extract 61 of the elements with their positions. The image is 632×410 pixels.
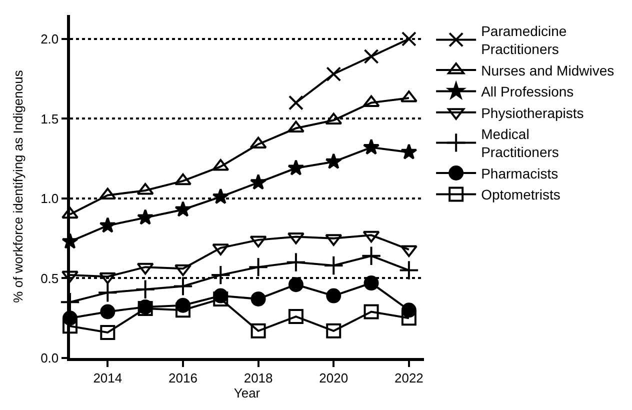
x-tick-label: 2016 — [168, 370, 198, 386]
point — [361, 246, 382, 266]
legend-label: Nurses and Midwives — [481, 62, 614, 78]
point — [248, 256, 268, 278]
y-tick-label: 1.0 — [40, 191, 59, 206]
point — [250, 174, 267, 190]
legend-label: All Professions — [481, 84, 574, 100]
point — [213, 291, 228, 306]
y-tick-label: 1.5 — [40, 111, 59, 126]
legend-label: Pharmacists — [481, 165, 558, 182]
point — [212, 188, 229, 204]
point — [62, 318, 78, 334]
legend-label: Physiotherapists — [481, 104, 584, 121]
point — [135, 279, 156, 300]
point — [326, 288, 342, 304]
point — [174, 200, 192, 217]
x-tick-label: 2014 — [93, 370, 122, 386]
legend-label: Optometrists — [481, 186, 560, 203]
point — [364, 48, 379, 64]
y-tick-label: 2.0 — [40, 31, 59, 46]
y-axis-title: % of workforce identifying as Indigenous — [10, 70, 26, 303]
point — [60, 292, 80, 312]
point — [250, 323, 266, 338]
point — [99, 188, 116, 200]
point — [400, 144, 418, 160]
point — [288, 159, 304, 176]
legend-label: Medical Practitioners — [481, 126, 559, 160]
point — [324, 255, 344, 276]
point — [326, 323, 342, 338]
point — [99, 216, 116, 233]
point — [137, 208, 154, 225]
point — [325, 112, 342, 125]
point — [100, 324, 116, 340]
point — [100, 304, 116, 320]
point — [364, 276, 379, 291]
point — [136, 182, 154, 195]
legend-label: Paramedicine Practitioners — [481, 23, 567, 58]
point — [210, 264, 231, 286]
point — [364, 304, 379, 320]
point — [288, 309, 304, 324]
point — [250, 291, 266, 306]
point — [401, 310, 416, 326]
point — [362, 138, 380, 155]
point — [401, 31, 416, 46]
point — [400, 90, 418, 102]
point — [398, 260, 420, 280]
x-tick-label: 2020 — [319, 370, 348, 386]
point — [325, 153, 342, 169]
point — [175, 302, 190, 318]
x-tick-label: 2022 — [394, 370, 424, 386]
point — [287, 120, 304, 133]
point — [172, 276, 194, 296]
point — [98, 282, 118, 303]
point — [288, 277, 304, 292]
point — [174, 173, 192, 186]
x-tick-label: 2018 — [244, 370, 273, 386]
y-tick-label: 0.5 — [40, 270, 59, 286]
point — [286, 252, 306, 272]
x-axis-title: Year — [234, 385, 261, 400]
point — [288, 95, 304, 110]
y-tick-label: 0.0 — [40, 350, 59, 366]
